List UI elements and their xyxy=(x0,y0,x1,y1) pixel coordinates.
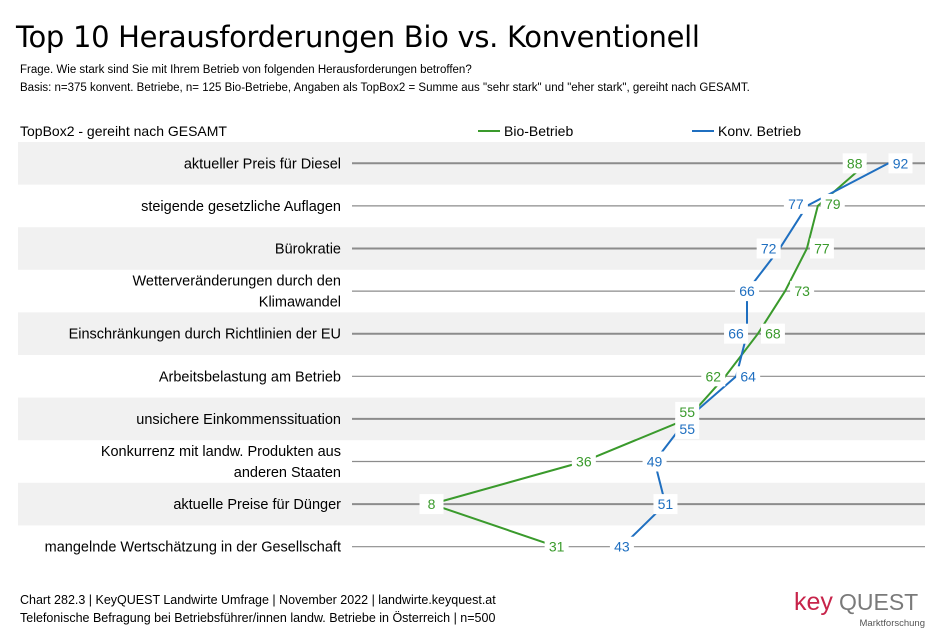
logo-quest: QUEST xyxy=(839,589,918,615)
data-label-bg xyxy=(736,366,761,387)
basis-text: Basis: n=375 konvent. Betriebe, n= 125 B… xyxy=(20,82,750,94)
data-label-bg xyxy=(888,153,913,174)
bio-data-label: 73 xyxy=(794,283,810,299)
bio-data-label: 31 xyxy=(549,539,565,555)
data-label-bg xyxy=(820,193,845,214)
logo-sub: Marktforschung xyxy=(860,618,925,629)
category-label: Klimawandel xyxy=(259,295,341,311)
category-label: steigende gesetzliche Auflagen xyxy=(141,199,341,215)
legend-konv: Konv. Betrieb xyxy=(692,123,801,139)
data-label-bg xyxy=(675,418,700,439)
data-label-bg xyxy=(842,153,867,174)
konv-data-label: 72 xyxy=(761,241,777,257)
data-label-bg xyxy=(790,281,815,302)
data-label-bg xyxy=(544,536,569,557)
data-label-bg xyxy=(724,323,749,344)
data-label-bg xyxy=(609,536,634,557)
bio-data-label: 36 xyxy=(576,454,592,470)
konv-series-line xyxy=(621,162,889,548)
data-label-bg xyxy=(675,401,700,422)
bio-data-label: 8 xyxy=(428,496,436,512)
logo-key: key xyxy=(794,588,833,616)
data-label-bg xyxy=(571,451,596,472)
category-label: Bürokratie xyxy=(275,242,341,258)
chart-header: TopBox2 - gereiht nach GESAMT xyxy=(20,123,227,139)
keyquest-logo: key QUEST Marktforschung xyxy=(794,588,925,629)
bio-data-label: 77 xyxy=(814,241,830,257)
category-label: Arbeitsbelastung am Betrieb xyxy=(159,369,341,385)
data-label-bg xyxy=(642,451,667,472)
bio-data-label: 79 xyxy=(825,196,841,212)
data-label-bg xyxy=(653,494,678,515)
chart-title: Top 10 Herausforderungen Bio vs. Konvent… xyxy=(16,20,700,54)
konv-data-label: 77 xyxy=(788,196,804,212)
bio-data-label: 68 xyxy=(765,326,781,342)
question-text: Frage. Wie stark sind Sie mit Ihrem Betr… xyxy=(20,64,472,76)
konv-data-label: 51 xyxy=(658,496,674,512)
category-label: Wetterveränderungen durch den xyxy=(132,274,341,290)
data-label-bg xyxy=(760,323,785,344)
category-label: aktuelle Preise für Dünger xyxy=(173,497,341,513)
konv-data-label: 92 xyxy=(893,155,909,171)
bio-data-label: 88 xyxy=(847,155,863,171)
legend-konv-label: Konv. Betrieb xyxy=(718,123,802,139)
data-label-bg xyxy=(809,238,834,259)
category-label: anderen Staaten xyxy=(234,465,341,481)
footer-method: Telefonische Befragung bei Betriebsführe… xyxy=(20,611,496,625)
data-label-bg xyxy=(783,193,808,214)
konv-data-label: 66 xyxy=(739,283,755,299)
legend-bio-swatch xyxy=(478,130,500,132)
bio-data-label: 55 xyxy=(679,404,695,420)
category-label: unsichere Einkommenssituation xyxy=(136,412,341,428)
konv-data-label: 49 xyxy=(647,454,663,470)
legend-bio-label: Bio-Betrieb xyxy=(504,123,574,139)
footer-source: Chart 282.3 | KeyQUEST Landwirte Umfrage… xyxy=(20,593,496,607)
category-label: aktueller Preis für Diesel xyxy=(184,156,341,172)
data-label-bg xyxy=(701,366,726,387)
konv-data-label: 64 xyxy=(740,368,756,384)
konv-data-label: 66 xyxy=(728,326,744,342)
chart-area: aktueller Preis für Diesel steigende gese… xyxy=(18,142,925,557)
category-label: mangelnde Wertschätzung in der Gesellsch… xyxy=(45,540,341,556)
data-label-bg xyxy=(735,281,760,302)
bio-data-label: 62 xyxy=(705,368,721,384)
konv-data-label: 43 xyxy=(614,539,630,555)
data-label-bg xyxy=(419,494,444,515)
legend-konv-swatch xyxy=(692,130,714,132)
category-label: Einschränkungen durch Richtlinien der EU xyxy=(69,327,341,343)
konv-data-label: 55 xyxy=(679,421,695,437)
category-label: Konkurrenz mit landw. Produkten aus xyxy=(101,444,341,460)
legend-bio: Bio-Betrieb xyxy=(478,123,573,139)
data-label-bg xyxy=(756,238,781,259)
